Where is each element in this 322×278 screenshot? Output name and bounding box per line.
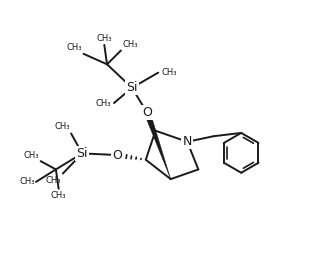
Text: Si: Si <box>126 81 138 94</box>
Text: CH₃: CH₃ <box>95 98 111 108</box>
Text: CH₃: CH₃ <box>24 151 39 160</box>
Text: CH₃: CH₃ <box>97 34 112 43</box>
Text: CH₃: CH₃ <box>162 68 177 77</box>
Text: CH₃: CH₃ <box>54 122 70 131</box>
Text: CH₃: CH₃ <box>67 43 82 53</box>
Text: O: O <box>112 148 122 162</box>
Text: O: O <box>142 106 152 119</box>
Text: CH₃: CH₃ <box>46 176 62 185</box>
Text: CH₃: CH₃ <box>19 177 34 186</box>
Text: N: N <box>183 135 192 148</box>
Text: CH₃: CH₃ <box>51 191 66 200</box>
Text: CH₃: CH₃ <box>122 40 138 49</box>
Text: Si: Si <box>76 147 88 160</box>
Polygon shape <box>144 112 171 179</box>
